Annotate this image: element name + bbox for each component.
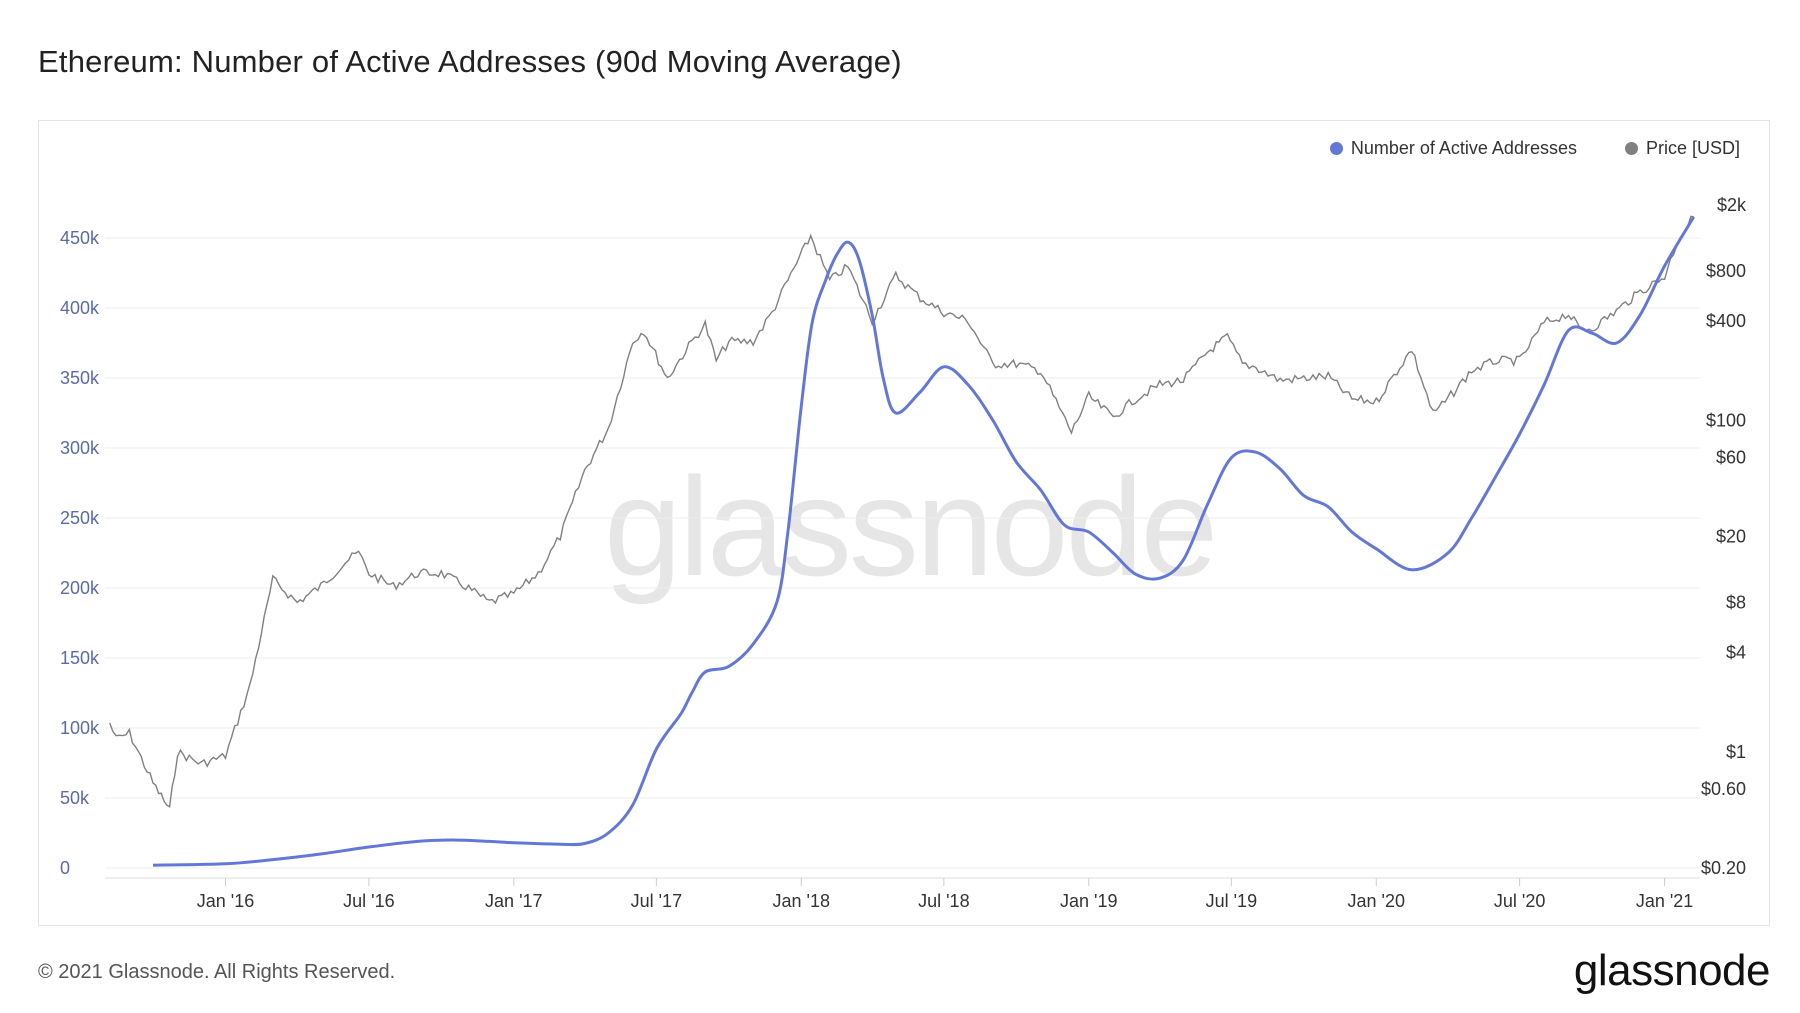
y-left-tick-label: 150k bbox=[60, 648, 100, 668]
y-left-tick-label: 100k bbox=[60, 718, 100, 738]
y-left-tick-label: 50k bbox=[60, 788, 90, 808]
brand-logo: glassnode bbox=[1573, 946, 1771, 995]
y-right-tick-label: $0.20 bbox=[1701, 858, 1746, 878]
y-right-tick-label: $8 bbox=[1726, 592, 1746, 612]
y-left-tick-label: 200k bbox=[60, 578, 100, 598]
series-line-active-addresses bbox=[152, 216, 1695, 867]
y-left-tick-label: 250k bbox=[60, 508, 100, 528]
y-left-tick-label: 400k bbox=[60, 298, 100, 318]
y-right-tick-label: $20 bbox=[1716, 527, 1746, 547]
x-tick-label: Jul '19 bbox=[1206, 891, 1257, 911]
y-right-tick-label: $0.60 bbox=[1701, 779, 1746, 799]
y-left-tick-label: 350k bbox=[60, 368, 100, 388]
series-line-price bbox=[109, 215, 1694, 808]
x-tick-label: Jan '19 bbox=[1060, 891, 1117, 911]
legend-item-active-addresses[interactable]: Number of Active Addresses bbox=[1329, 138, 1577, 159]
x-tick-label: Jul '17 bbox=[631, 891, 682, 911]
y-right-tick-label: $60 bbox=[1716, 447, 1746, 467]
y-right-tick-label: $800 bbox=[1706, 261, 1746, 281]
y-right-tick-label: $4 bbox=[1726, 642, 1746, 662]
y-right-tick-label: $2k bbox=[1717, 195, 1747, 215]
page-title: Ethereum: Number of Active Addresses (90… bbox=[38, 44, 902, 79]
x-axis: Jan '16 Jul '16 Jan '17 Jul '17 Jan '18 Jul '… bbox=[105, 877, 1700, 911]
x-tick-label: Jan '17 bbox=[485, 891, 542, 911]
x-tick-label: Jan '16 bbox=[197, 891, 254, 911]
legend-dot-icon bbox=[1624, 142, 1638, 155]
x-tick-label: Jul '18 bbox=[918, 891, 969, 911]
y-right-tick-label: $100 bbox=[1706, 411, 1746, 431]
legend-dot-icon bbox=[1329, 142, 1343, 155]
legend-item-price[interactable]: Price [USD] bbox=[1624, 138, 1740, 159]
legend: Number of Active Addresses Price [USD] bbox=[1329, 138, 1740, 159]
x-tick-label: Jan '21 bbox=[1636, 891, 1693, 911]
x-tick-label: Jul '16 bbox=[343, 891, 394, 911]
gridlines bbox=[105, 237, 1700, 869]
y-left-tick-label: 450k bbox=[60, 228, 100, 248]
y-right-tick-label: $1 bbox=[1726, 742, 1746, 762]
x-tick-label: Jan '20 bbox=[1348, 891, 1405, 911]
chart-panel bbox=[38, 120, 1770, 926]
x-tick-label: Jul '20 bbox=[1494, 891, 1545, 911]
y-axis-left: 0 50k 100k 150k 200k 250k 300k 350k 400k 450k bbox=[60, 228, 100, 878]
legend-label: Number of Active Addresses bbox=[1350, 138, 1577, 158]
x-tick-label: Jan '18 bbox=[773, 891, 830, 911]
y-left-tick-label: 0 bbox=[60, 858, 70, 878]
copyright-text: © 2021 Glassnode. All Rights Reserved. bbox=[38, 961, 396, 983]
series-group bbox=[109, 215, 1695, 867]
legend-label: Price [USD] bbox=[1645, 138, 1740, 158]
y-left-tick-label: 300k bbox=[60, 438, 100, 458]
y-axis-right: $0.20 $0.60 $1 $4 $8 $20 $60 $100 $400 $800 $2k bbox=[1701, 195, 1747, 878]
watermark: glassnode bbox=[604, 448, 1215, 605]
y-right-tick-label: $400 bbox=[1706, 311, 1746, 331]
